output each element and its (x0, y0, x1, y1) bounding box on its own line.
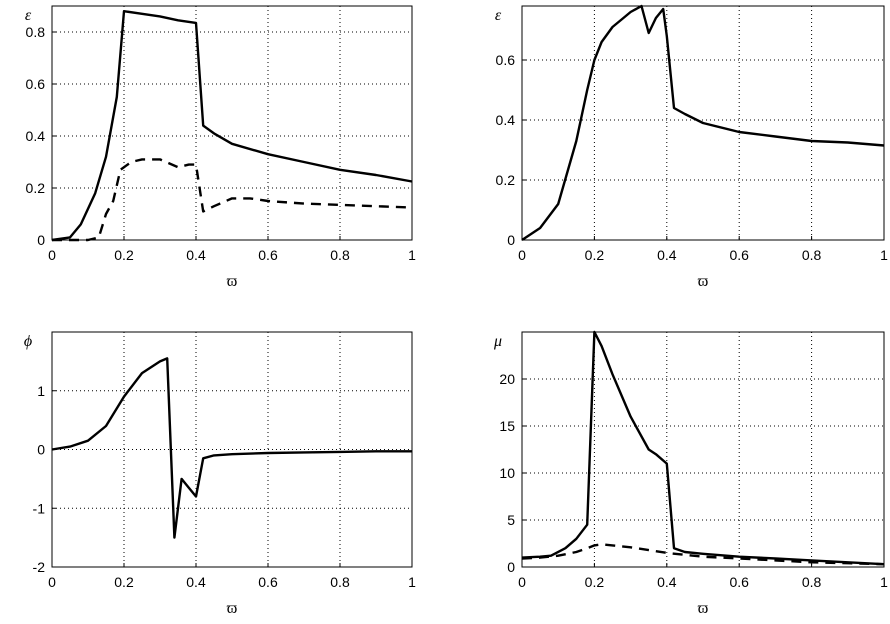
x-tick-label: 1 (880, 247, 888, 263)
x-tick-label: 0.6 (258, 574, 278, 590)
x-tick-label: 1 (408, 247, 416, 263)
y-tick-label: 0 (507, 232, 515, 248)
x-tick-label: 0.4 (657, 247, 677, 263)
x-tick-label: 1 (408, 574, 416, 590)
y-tick-label: 0.4 (26, 128, 46, 144)
y-tick-label: 15 (499, 418, 515, 434)
x-tick-label: 0.8 (330, 574, 350, 590)
chart-panel-1: 0 0.2 0.4 0.6 0.8 100.20.40.60.8εϖ (25, 5, 416, 290)
series-line-1-solid (521, 4, 885, 242)
x-tick-label: 0.6 (729, 574, 749, 590)
x-tick-label: 1 (880, 574, 888, 590)
y-axis-label: ε (25, 7, 32, 24)
x-tick-label: 0.2 (114, 247, 134, 263)
y-tick-label: 0.2 (496, 172, 516, 188)
x-tick-label: 0.6 (729, 247, 749, 263)
plot-area (51, 5, 413, 241)
y-axis-label: μ (493, 333, 502, 350)
y-tick-label: 0.8 (26, 24, 46, 40)
x-tick-label: 0 (48, 247, 56, 263)
y-tick-label: 1 (37, 383, 45, 399)
x-tick-label: 0.8 (802, 574, 822, 590)
series-line-2-dashed (52, 158, 413, 242)
chart-panel-3: 0 0.2 0.4 0.6 0.8 1 -2 -1 0 1 ϕ ϖ (24, 331, 416, 617)
y-tick-label: 0.6 (496, 52, 516, 68)
x-axis-label: ϖ (698, 273, 709, 290)
series-line-1-solid (521, 330, 885, 566)
x-tick-label: 0 (48, 574, 56, 590)
y-tick-label: 20 (499, 371, 515, 387)
series-line-2-dashed (521, 543, 885, 566)
y-tick-label: 0 (37, 232, 45, 248)
x-tick-label: 0.8 (802, 247, 822, 263)
x-tick-label: 0.2 (585, 574, 605, 590)
x-tick-label: 0.2 (585, 247, 605, 263)
x-tick-label: 0.8 (330, 247, 350, 263)
y-tick-label: -2 (33, 559, 46, 575)
y-axis-label: ε (495, 7, 502, 24)
x-tick-label: 0.4 (186, 574, 206, 590)
y-axis-label: ϕ (24, 333, 32, 350)
y-tick-label: 0.6 (26, 76, 46, 92)
y-tick-label: 5 (507, 512, 515, 528)
x-tick-label: 0.4 (657, 574, 677, 590)
x-tick-label: 0 (518, 574, 526, 590)
series-line-1-solid (51, 10, 413, 242)
y-tick-label: -1 (33, 500, 46, 516)
x-tick-label: 0.2 (114, 574, 134, 590)
plot-area (521, 331, 885, 568)
y-tick-label: 10 (499, 465, 515, 481)
y-tick-label: 0.2 (26, 180, 46, 196)
x-axis-label: ϖ (227, 600, 238, 617)
x-tick-label: 0.4 (186, 247, 206, 263)
y-tick-label: 0 (507, 559, 515, 575)
chart-panel-2: 0 0.2 0.4 0.6 0.8 1 0 0.2 0.4 0.6 ε ϖ (495, 4, 888, 290)
series-line-1-solid (51, 357, 412, 539)
y-tick-label: 0.4 (496, 112, 516, 128)
x-axis-label: ϖ (698, 600, 709, 617)
x-tick-label: 0 (518, 247, 526, 263)
y-tick-label: 0 (37, 442, 45, 458)
x-tick-label: 0.6 (258, 247, 278, 263)
x-axis-label: ϖ (227, 273, 238, 290)
